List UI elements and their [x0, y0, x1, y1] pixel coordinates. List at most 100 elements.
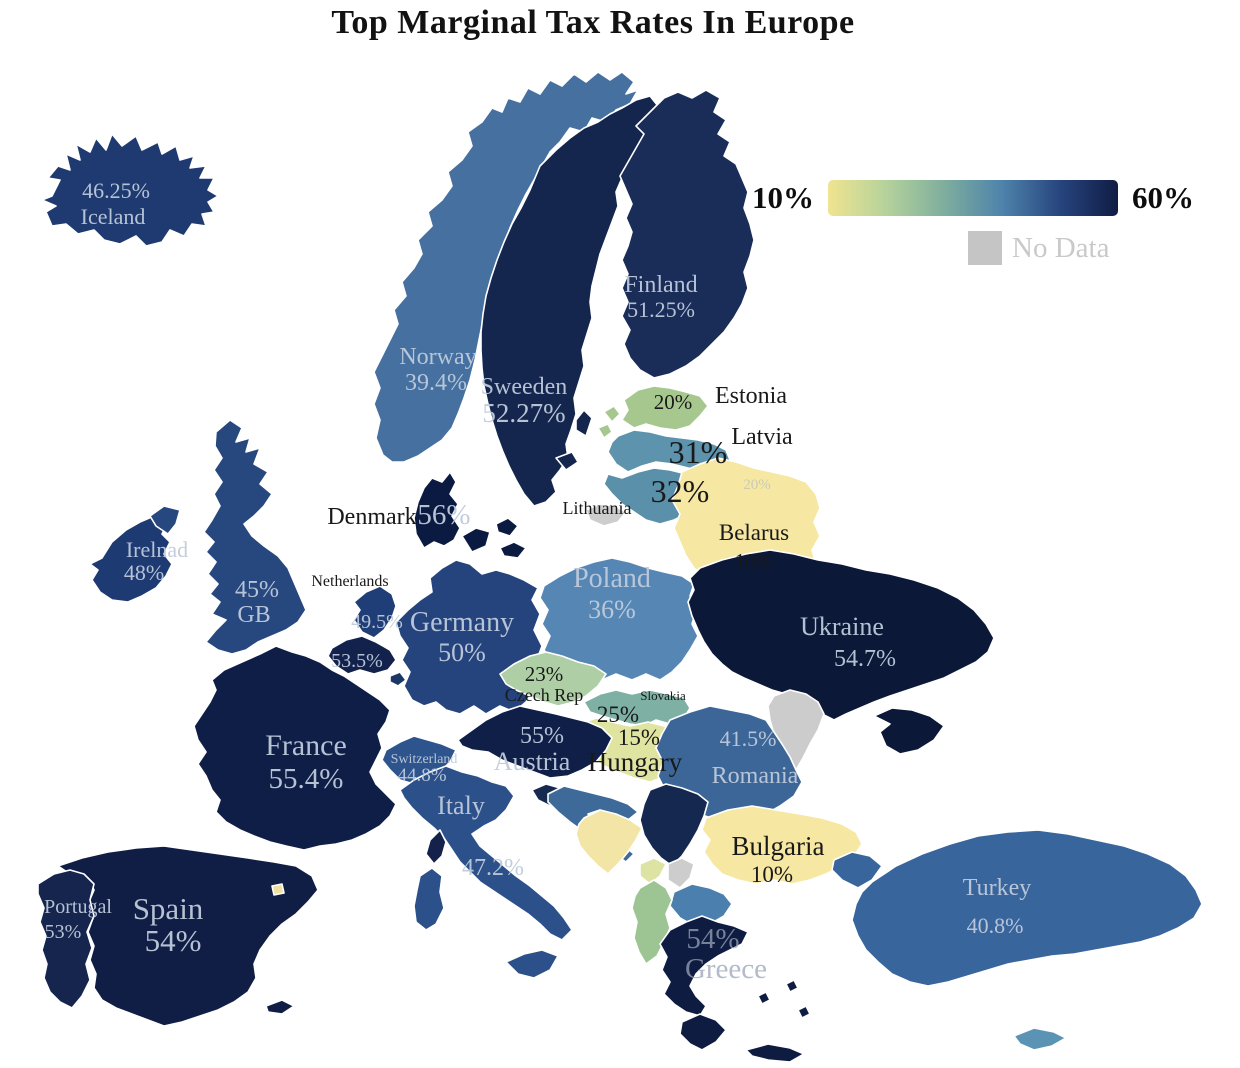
country-sweden[interactable] — [555, 451, 579, 471]
label-finland: 51.25% — [627, 297, 695, 322]
label-switzerland: Switzerland — [391, 752, 458, 767]
label-ireland: Irelnad — [126, 537, 188, 562]
country-denmark[interactable] — [461, 527, 491, 553]
country-spain[interactable] — [265, 999, 295, 1015]
label-denmark: 56% — [417, 499, 470, 531]
label-romania: 41.5% — [720, 726, 777, 751]
no-data-legend: No Data — [968, 231, 1109, 265]
country-andorra[interactable] — [271, 883, 285, 896]
country-estonia[interactable] — [621, 385, 709, 431]
label-spain: 54% — [145, 923, 202, 958]
label-turkey: Turkey — [963, 875, 1031, 901]
country-greece[interactable] — [679, 1013, 727, 1051]
country-luxembourg[interactable] — [389, 671, 407, 687]
label-austria: 55% — [520, 723, 564, 749]
country-great_britain[interactable] — [203, 419, 307, 655]
country-italy[interactable] — [505, 949, 559, 979]
country-greece[interactable] — [785, 979, 799, 993]
legend-min-label: 10% — [752, 180, 814, 215]
country-bulgaria[interactable] — [701, 805, 863, 885]
label-romania: Romania — [712, 763, 799, 789]
country-austria[interactable] — [457, 705, 613, 779]
label-latvia: 31% — [669, 434, 728, 470]
country-kaliningrad[interactable] — [585, 503, 627, 527]
page-title: Top Marginal Tax Rates In Europe — [331, 4, 855, 41]
label-greece: 54% — [686, 923, 739, 955]
label-denmark: Denmark — [327, 504, 416, 530]
country-corsica[interactable] — [425, 829, 447, 865]
color-scale-legend: 10% 60% — [752, 180, 1194, 216]
label-estonia: Estonia — [715, 383, 787, 409]
label-portugal: Portugal — [44, 896, 112, 918]
country-france[interactable] — [193, 645, 397, 851]
country-montenegro[interactable] — [639, 857, 667, 885]
country-turkey[interactable] — [831, 851, 883, 889]
country-greece[interactable] — [797, 1005, 811, 1019]
label-slovakia: 25% — [597, 702, 639, 727]
label-belarus: 10% — [735, 549, 774, 573]
label-ukraine: 54.7% — [834, 646, 896, 672]
country-finland[interactable] — [619, 89, 755, 379]
country-kosovo[interactable] — [667, 857, 695, 889]
label-great_britain: GB — [237, 602, 270, 628]
label-france: 55.4% — [269, 763, 344, 795]
label-lithuania: 20% — [743, 477, 771, 493]
label-switzerland: 44.8% — [397, 765, 446, 786]
country-cyprus[interactable] — [1013, 1027, 1067, 1051]
label-poland: Poland — [573, 563, 651, 594]
country-belgium[interactable] — [327, 635, 397, 675]
country-estonia[interactable] — [597, 423, 613, 439]
country-greece[interactable] — [757, 991, 771, 1005]
label-finland: Finland — [624, 272, 697, 298]
label-estonia: 20% — [654, 390, 693, 414]
label-spain: Spain — [133, 891, 204, 926]
country-north_macedonia[interactable] — [669, 883, 733, 927]
label-germany: 50% — [438, 638, 486, 667]
country-great_britain[interactable] — [149, 505, 181, 535]
label-bulgaria: 10% — [751, 862, 793, 887]
label-latvia: Latvia — [731, 424, 793, 450]
label-sweden: Sweeden — [481, 374, 568, 400]
label-lithuania: 32% — [651, 473, 710, 509]
country-ukraine[interactable] — [873, 707, 945, 755]
country-ukraine[interactable] — [687, 549, 995, 721]
country-greece[interactable] — [745, 1043, 805, 1063]
country-ireland[interactable] — [89, 515, 173, 603]
country-denmark[interactable] — [499, 541, 527, 559]
label-belgium: 53.5% — [331, 650, 383, 672]
legend-gradient-bar — [828, 180, 1118, 216]
country-sweden[interactable] — [575, 409, 593, 437]
label-italy: Italy — [437, 791, 485, 820]
label-portugal: 53% — [45, 921, 82, 943]
label-ireland: 48% — [124, 560, 164, 585]
label-iceland: Iceland — [81, 204, 146, 229]
label-austria: Austria — [494, 747, 571, 776]
country-turkey[interactable] — [851, 829, 1203, 987]
country-czech_rep[interactable] — [499, 651, 607, 707]
country-denmark[interactable] — [495, 517, 519, 537]
country-iceland[interactable] — [41, 133, 219, 247]
country-italy[interactable] — [413, 867, 445, 931]
legend-max-label: 60% — [1132, 180, 1194, 215]
label-sweden: 52.27% — [482, 398, 565, 428]
country-netherlands[interactable] — [353, 585, 397, 639]
label-france: France — [265, 729, 347, 762]
label-greece: Greece — [685, 953, 767, 985]
country-italy[interactable] — [399, 765, 573, 941]
label-iceland: 46.25% — [82, 178, 150, 203]
label-ukraine: Ukraine — [800, 612, 884, 641]
label-turkey: 40.8% — [967, 913, 1024, 938]
label-netherlands: 49.5% — [351, 611, 403, 633]
country-denmark[interactable] — [413, 471, 461, 549]
country-greece[interactable] — [659, 915, 749, 1017]
country-bosnia[interactable] — [575, 809, 643, 875]
label-bulgaria: Bulgaria — [732, 831, 825, 861]
no-data-swatch — [968, 231, 1002, 265]
label-hungary: Hungary — [588, 747, 683, 777]
country-serbia[interactable] — [639, 783, 709, 867]
country-spain[interactable] — [57, 845, 319, 1027]
country-portugal[interactable] — [37, 869, 95, 1009]
country-estonia[interactable] — [603, 405, 621, 423]
label-germany: Germany — [410, 607, 514, 638]
label-lithuania: Lithuania — [563, 498, 632, 518]
